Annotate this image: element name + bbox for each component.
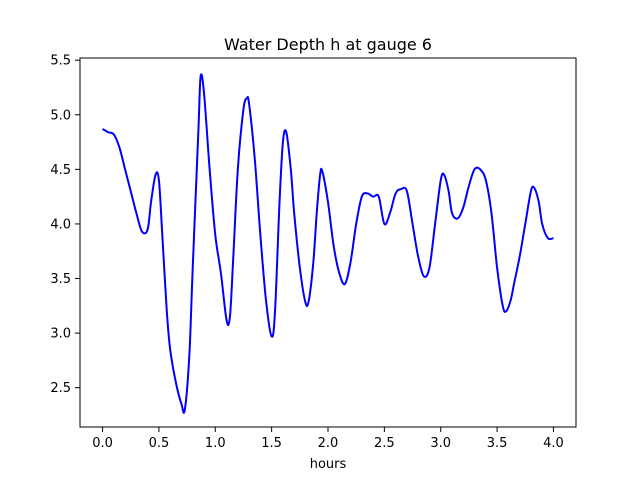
x-tick-label: 4.0 bbox=[543, 436, 564, 451]
x-tick-label: 2.5 bbox=[374, 436, 395, 451]
y-tick-label: 4.0 bbox=[50, 217, 71, 232]
x-tick-label: 0.5 bbox=[149, 436, 170, 451]
x-tick-label: 0.0 bbox=[92, 436, 113, 451]
y-tick-label: 3.5 bbox=[50, 272, 71, 287]
y-tick-label: 3.0 bbox=[50, 327, 71, 342]
x-tick-label: 2.0 bbox=[318, 436, 339, 451]
x-tick-label: 3.0 bbox=[430, 436, 451, 451]
y-tick-label: 5.5 bbox=[50, 54, 71, 69]
chart-title: Water Depth h at gauge 6 bbox=[224, 35, 432, 54]
x-tick-label: 1.5 bbox=[261, 436, 282, 451]
series-line-0 bbox=[102, 73, 554, 414]
y-tick-label: 2.5 bbox=[50, 381, 71, 396]
x-axis: 0.0 0.5 1.0 1.5 2.0 2.5 3.0 3.5 4.0 bbox=[92, 427, 564, 451]
y-tick-label: 4.5 bbox=[50, 163, 71, 178]
x-axis-label: hours bbox=[310, 457, 347, 472]
y-axis: 2.5 3.0 3.5 4.0 4.5 5.0 5.5 bbox=[50, 54, 80, 396]
x-tick-label: 3.5 bbox=[487, 436, 508, 451]
plot-frame bbox=[79, 57, 577, 428]
y-tick-label: 5.0 bbox=[50, 108, 71, 123]
plot-area bbox=[102, 73, 554, 414]
x-tick-label: 1.0 bbox=[205, 436, 226, 451]
